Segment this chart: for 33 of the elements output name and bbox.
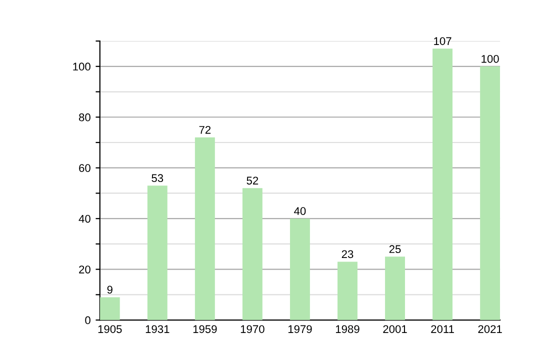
data-label: 9 [107, 286, 112, 294]
bar [100, 297, 120, 320]
x-tick-label: 1979 [288, 325, 312, 334]
bar [147, 186, 168, 320]
data-label: 23 [342, 250, 354, 258]
y-tick-label: 0 [85, 316, 90, 324]
x-tick-label: 1970 [240, 325, 264, 334]
y-tick-label: 20 [79, 266, 90, 274]
x-tick-label: 2001 [383, 325, 407, 334]
bar [385, 256, 405, 320]
bar [432, 48, 453, 320]
data-label: 40 [294, 207, 306, 215]
bar [338, 262, 358, 320]
bar [290, 218, 310, 320]
data-label: 100 [482, 54, 499, 63]
y-tick-label: 40 [78, 214, 90, 223]
x-tick-label: 2021 [478, 325, 502, 334]
x-tick-label: 1931 [146, 325, 170, 334]
x-tick-label: 1959 [193, 325, 217, 334]
data-label: 72 [199, 126, 211, 134]
y-tick-label: 60 [79, 164, 90, 172]
y-tick-label: 80 [78, 113, 90, 122]
y-tick-label: 100 [73, 62, 90, 71]
bar [480, 66, 500, 320]
data-label: 107 [434, 37, 452, 46]
data-label: 52 [246, 176, 258, 185]
data-label: 25 [389, 245, 401, 254]
bar [242, 188, 262, 320]
x-tick-label: 2011 [431, 325, 454, 334]
x-tick-label: 1989 [336, 325, 360, 334]
x-tick-label: 1905 [98, 325, 122, 334]
data-label: 53 [152, 174, 164, 182]
bar [194, 137, 215, 320]
